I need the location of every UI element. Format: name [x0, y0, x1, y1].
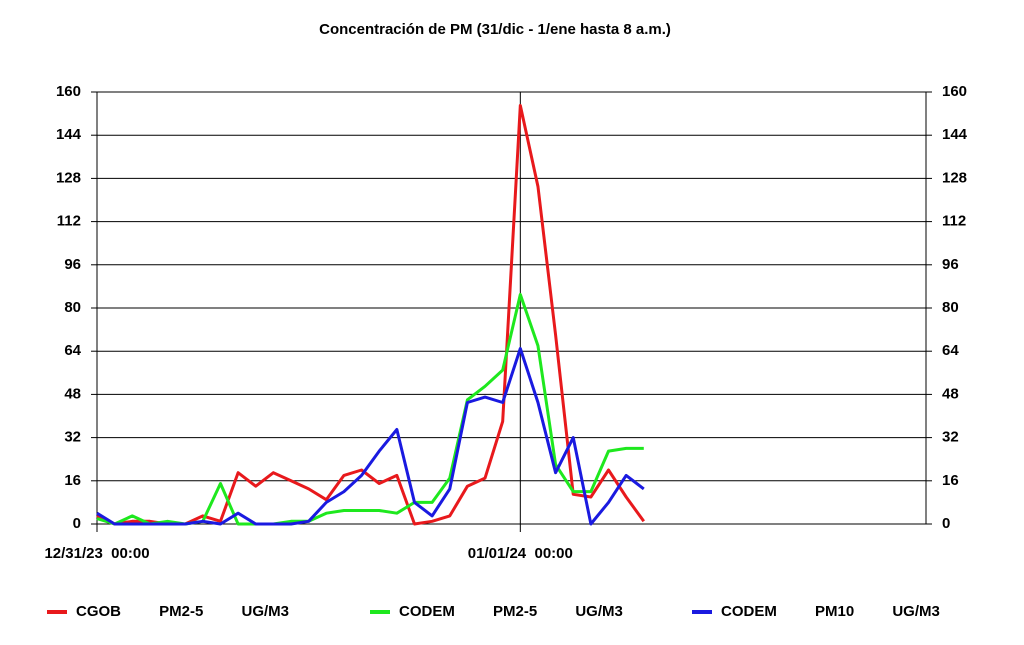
- y2-tick-label: 48: [942, 385, 959, 402]
- legend-text: CGOB PM2-5 UG/M3: [76, 603, 289, 620]
- x-tick-label: 01/01/24 00:00: [468, 545, 573, 562]
- y-tick-label: 32: [64, 429, 81, 446]
- y-tick-label: 0: [73, 515, 81, 532]
- y2-tick-label: 64: [942, 342, 959, 359]
- y2-tick-label: 0: [942, 515, 950, 532]
- y2-tick-label: 80: [942, 299, 959, 316]
- series-line: [96, 347, 645, 526]
- y2-tick-label: 144: [942, 126, 968, 143]
- y-tick-label: 96: [64, 256, 81, 273]
- y-tick-label: 112: [57, 213, 81, 230]
- y-tick-label: 144: [56, 126, 82, 143]
- y2-tick-label: 96: [942, 256, 959, 273]
- y2-tick-label: 112: [942, 213, 966, 230]
- y2-tick-label: 160: [942, 83, 967, 100]
- y2-tick-label: 128: [942, 169, 967, 186]
- y2-tick-label: 32: [942, 429, 959, 446]
- legend-text: CODEM PM10 UG/M3: [721, 603, 940, 620]
- y-tick-label: 16: [64, 472, 81, 489]
- legend-text: CODEM PM2-5 UG/M3: [399, 603, 623, 620]
- y-tick-label: 80: [64, 299, 81, 316]
- y-tick-label: 48: [64, 385, 81, 402]
- y2-tick-label: 16: [942, 472, 959, 489]
- x-tick-label: 12/31/23 00:00: [44, 545, 149, 562]
- y-tick-label: 64: [64, 342, 81, 359]
- y-tick-label: 128: [56, 169, 81, 186]
- chart-title: Concentración de PM (31/dic - 1/ene hast…: [319, 21, 671, 38]
- y-tick-label: 160: [56, 83, 81, 100]
